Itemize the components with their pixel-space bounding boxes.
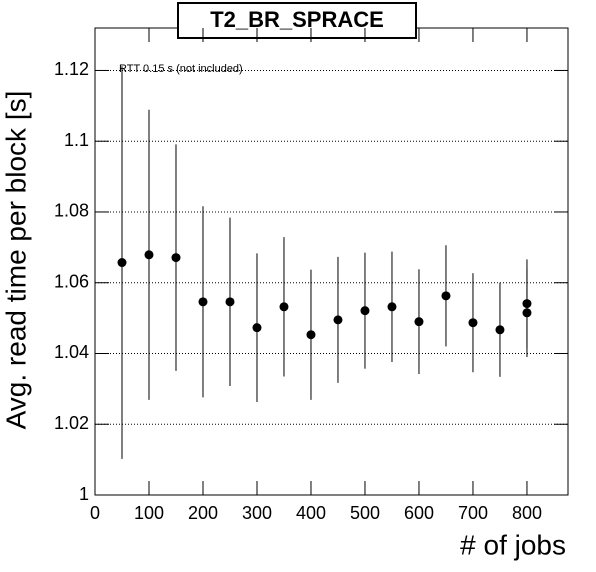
data-point bbox=[252, 323, 262, 333]
x-tick-label: 400 bbox=[296, 503, 326, 523]
data-point bbox=[387, 302, 397, 312]
data-point bbox=[414, 317, 424, 327]
x-tick-label: 200 bbox=[188, 503, 218, 523]
y-tick-label: 1.06 bbox=[54, 271, 89, 291]
x-tick-label: 600 bbox=[404, 503, 434, 523]
x-tick-label: 100 bbox=[134, 503, 164, 523]
data-point bbox=[144, 250, 154, 260]
x-axis-label: # of jobs bbox=[460, 529, 566, 560]
x-tick-label: 700 bbox=[458, 503, 488, 523]
chart-title: T2_BR_SPRACE bbox=[210, 7, 384, 32]
x-tick-label: 0 bbox=[90, 503, 100, 523]
data-point bbox=[306, 330, 316, 340]
annotation: RTT 0.15 s (not included) bbox=[119, 63, 243, 75]
y-axis-label: Avg. read time per block [s] bbox=[0, 91, 31, 430]
title-box bbox=[177, 2, 417, 39]
data-point bbox=[171, 253, 181, 263]
x-tick-label: 800 bbox=[512, 503, 542, 523]
data-point bbox=[333, 315, 343, 325]
data-point bbox=[225, 297, 235, 307]
x-tick-label: 500 bbox=[350, 503, 380, 523]
data-point bbox=[441, 291, 451, 301]
y-tick-label: 1 bbox=[79, 484, 89, 504]
data-point bbox=[495, 325, 505, 335]
y-tick-label: 1.1 bbox=[64, 130, 89, 150]
y-tick-label: 1.12 bbox=[54, 59, 89, 79]
data-point bbox=[198, 297, 208, 307]
y-tick-label: 1.04 bbox=[54, 342, 89, 362]
data-point bbox=[522, 308, 532, 318]
data-point bbox=[360, 306, 370, 316]
data-point bbox=[117, 258, 127, 268]
x-tick-label: 300 bbox=[242, 503, 272, 523]
y-tick-label: 1.08 bbox=[54, 201, 89, 221]
data-point bbox=[468, 318, 478, 328]
y-tick-label: 1.02 bbox=[54, 413, 89, 433]
data-point bbox=[279, 302, 289, 312]
